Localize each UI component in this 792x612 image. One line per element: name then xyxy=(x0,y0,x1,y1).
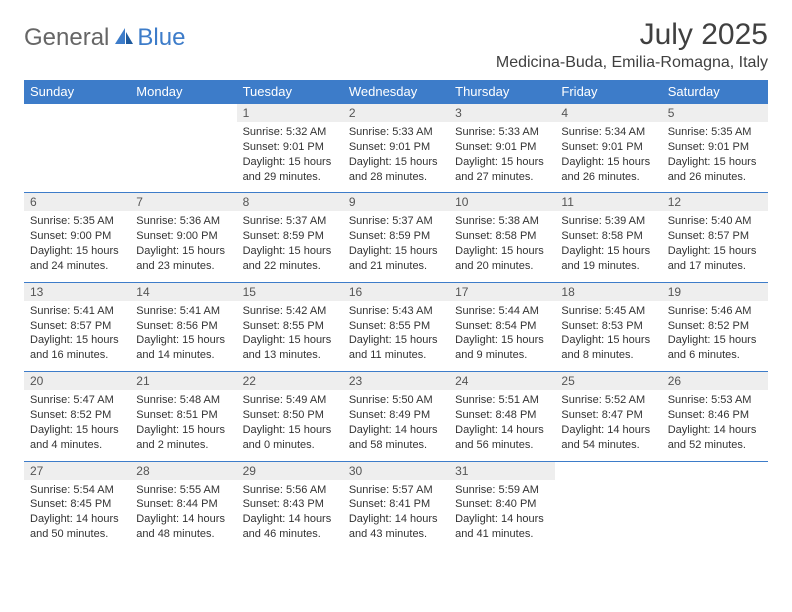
day-content-cell: Sunrise: 5:35 AMSunset: 9:01 PMDaylight:… xyxy=(662,122,768,193)
day-number-row: 12345 xyxy=(24,104,768,123)
day-content-cell: Sunrise: 5:57 AMSunset: 8:41 PMDaylight:… xyxy=(343,480,449,550)
day-content-row: Sunrise: 5:32 AMSunset: 9:01 PMDaylight:… xyxy=(24,122,768,193)
day-content-cell xyxy=(555,480,661,550)
day-content-cell: Sunrise: 5:59 AMSunset: 8:40 PMDaylight:… xyxy=(449,480,555,550)
logo-text-blue: Blue xyxy=(137,24,185,52)
day-content-cell: Sunrise: 5:50 AMSunset: 8:49 PMDaylight:… xyxy=(343,390,449,461)
day-number-cell: 23 xyxy=(343,372,449,391)
day-content-cell: Sunrise: 5:51 AMSunset: 8:48 PMDaylight:… xyxy=(449,390,555,461)
day-content-cell: Sunrise: 5:49 AMSunset: 8:50 PMDaylight:… xyxy=(237,390,343,461)
day-content-row: Sunrise: 5:54 AMSunset: 8:45 PMDaylight:… xyxy=(24,480,768,550)
day-content-cell: Sunrise: 5:42 AMSunset: 8:55 PMDaylight:… xyxy=(237,301,343,372)
day-content-cell: Sunrise: 5:37 AMSunset: 8:59 PMDaylight:… xyxy=(237,211,343,282)
day-number-cell: 15 xyxy=(237,282,343,301)
day-content-cell: Sunrise: 5:56 AMSunset: 8:43 PMDaylight:… xyxy=(237,480,343,550)
day-number-row: 13141516171819 xyxy=(24,282,768,301)
day-number-cell: 22 xyxy=(237,372,343,391)
day-number-cell: 20 xyxy=(24,372,130,391)
day-content-cell: Sunrise: 5:32 AMSunset: 9:01 PMDaylight:… xyxy=(237,122,343,193)
title-block: July 2025 Medicina-Buda, Emilia-Romagna,… xyxy=(496,18,768,72)
day-content-cell: Sunrise: 5:52 AMSunset: 8:47 PMDaylight:… xyxy=(555,390,661,461)
day-content-cell: Sunrise: 5:55 AMSunset: 8:44 PMDaylight:… xyxy=(130,480,236,550)
logo-text-general: General xyxy=(24,24,109,52)
day-content-cell: Sunrise: 5:47 AMSunset: 8:52 PMDaylight:… xyxy=(24,390,130,461)
day-number-cell xyxy=(24,104,130,123)
day-number-cell: 12 xyxy=(662,193,768,212)
day-number-cell: 29 xyxy=(237,461,343,480)
day-number-row: 6789101112 xyxy=(24,193,768,212)
weekday-header-row: SundayMondayTuesdayWednesdayThursdayFrid… xyxy=(24,80,768,104)
day-number-cell: 31 xyxy=(449,461,555,480)
day-content-cell: Sunrise: 5:37 AMSunset: 8:59 PMDaylight:… xyxy=(343,211,449,282)
day-number-row: 20212223242526 xyxy=(24,372,768,391)
day-number-cell xyxy=(555,461,661,480)
logo: General Blue xyxy=(24,24,185,52)
day-content-cell xyxy=(130,122,236,193)
day-number-cell: 16 xyxy=(343,282,449,301)
weekday-header: Saturday xyxy=(662,80,768,104)
day-content-row: Sunrise: 5:35 AMSunset: 9:00 PMDaylight:… xyxy=(24,211,768,282)
day-content-cell xyxy=(24,122,130,193)
day-number-cell: 30 xyxy=(343,461,449,480)
location-subtitle: Medicina-Buda, Emilia-Romagna, Italy xyxy=(496,54,768,72)
day-content-cell: Sunrise: 5:54 AMSunset: 8:45 PMDaylight:… xyxy=(24,480,130,550)
day-content-cell: Sunrise: 5:53 AMSunset: 8:46 PMDaylight:… xyxy=(662,390,768,461)
day-number-cell: 6 xyxy=(24,193,130,212)
day-content-cell: Sunrise: 5:36 AMSunset: 9:00 PMDaylight:… xyxy=(130,211,236,282)
day-number-cell: 9 xyxy=(343,193,449,212)
day-number-cell: 2 xyxy=(343,104,449,123)
day-content-cell: Sunrise: 5:39 AMSunset: 8:58 PMDaylight:… xyxy=(555,211,661,282)
day-number-cell: 27 xyxy=(24,461,130,480)
day-number-cell xyxy=(662,461,768,480)
day-content-cell: Sunrise: 5:33 AMSunset: 9:01 PMDaylight:… xyxy=(449,122,555,193)
header: General Blue July 2025 Medicina-Buda, Em… xyxy=(24,18,768,72)
day-content-cell: Sunrise: 5:45 AMSunset: 8:53 PMDaylight:… xyxy=(555,301,661,372)
page-title: July 2025 xyxy=(496,18,768,52)
day-number-cell: 17 xyxy=(449,282,555,301)
day-content-cell: Sunrise: 5:48 AMSunset: 8:51 PMDaylight:… xyxy=(130,390,236,461)
day-content-cell xyxy=(662,480,768,550)
day-number-cell: 8 xyxy=(237,193,343,212)
day-number-cell: 13 xyxy=(24,282,130,301)
day-number-cell: 1 xyxy=(237,104,343,123)
day-content-cell: Sunrise: 5:40 AMSunset: 8:57 PMDaylight:… xyxy=(662,211,768,282)
day-content-cell: Sunrise: 5:33 AMSunset: 9:01 PMDaylight:… xyxy=(343,122,449,193)
day-number-cell: 26 xyxy=(662,372,768,391)
calendar-table: SundayMondayTuesdayWednesdayThursdayFrid… xyxy=(24,80,768,550)
day-content-cell: Sunrise: 5:46 AMSunset: 8:52 PMDaylight:… xyxy=(662,301,768,372)
day-content-cell: Sunrise: 5:35 AMSunset: 9:00 PMDaylight:… xyxy=(24,211,130,282)
weekday-header: Friday xyxy=(555,80,661,104)
day-content-cell: Sunrise: 5:44 AMSunset: 8:54 PMDaylight:… xyxy=(449,301,555,372)
day-number-cell: 7 xyxy=(130,193,236,212)
logo-sail-icon xyxy=(113,26,135,51)
day-content-cell: Sunrise: 5:41 AMSunset: 8:56 PMDaylight:… xyxy=(130,301,236,372)
day-content-cell: Sunrise: 5:41 AMSunset: 8:57 PMDaylight:… xyxy=(24,301,130,372)
day-number-cell: 21 xyxy=(130,372,236,391)
day-number-cell: 28 xyxy=(130,461,236,480)
weekday-header: Sunday xyxy=(24,80,130,104)
day-number-cell: 24 xyxy=(449,372,555,391)
day-number-cell: 14 xyxy=(130,282,236,301)
day-content-cell: Sunrise: 5:38 AMSunset: 8:58 PMDaylight:… xyxy=(449,211,555,282)
day-number-row: 2728293031 xyxy=(24,461,768,480)
day-number-cell: 3 xyxy=(449,104,555,123)
day-number-cell: 5 xyxy=(662,104,768,123)
weekday-header: Monday xyxy=(130,80,236,104)
day-content-cell: Sunrise: 5:34 AMSunset: 9:01 PMDaylight:… xyxy=(555,122,661,193)
day-number-cell: 10 xyxy=(449,193,555,212)
day-number-cell xyxy=(130,104,236,123)
day-number-cell: 18 xyxy=(555,282,661,301)
weekday-header: Thursday xyxy=(449,80,555,104)
day-number-cell: 25 xyxy=(555,372,661,391)
day-content-row: Sunrise: 5:47 AMSunset: 8:52 PMDaylight:… xyxy=(24,390,768,461)
day-content-cell: Sunrise: 5:43 AMSunset: 8:55 PMDaylight:… xyxy=(343,301,449,372)
weekday-header: Tuesday xyxy=(237,80,343,104)
day-number-cell: 19 xyxy=(662,282,768,301)
weekday-header: Wednesday xyxy=(343,80,449,104)
day-content-row: Sunrise: 5:41 AMSunset: 8:57 PMDaylight:… xyxy=(24,301,768,372)
day-number-cell: 4 xyxy=(555,104,661,123)
day-number-cell: 11 xyxy=(555,193,661,212)
